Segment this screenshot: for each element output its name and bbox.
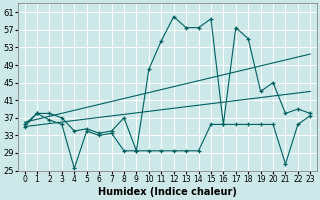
X-axis label: Humidex (Indice chaleur): Humidex (Indice chaleur) — [98, 187, 237, 197]
